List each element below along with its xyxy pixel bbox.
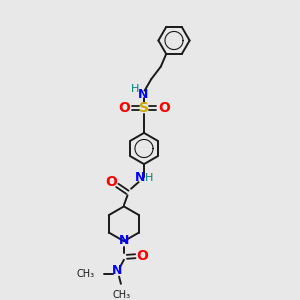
Text: H: H xyxy=(131,84,139,94)
Text: CH₃: CH₃ xyxy=(76,268,94,279)
Text: N: N xyxy=(112,263,122,277)
Text: O: O xyxy=(118,101,130,115)
Text: CH₃: CH₃ xyxy=(112,290,130,300)
Text: H: H xyxy=(145,173,154,183)
Text: O: O xyxy=(158,101,170,115)
Text: N: N xyxy=(138,88,148,101)
Text: N: N xyxy=(119,233,129,247)
Text: S: S xyxy=(139,101,149,115)
Text: N: N xyxy=(135,171,145,184)
Text: O: O xyxy=(136,249,148,263)
Text: O: O xyxy=(105,175,117,188)
